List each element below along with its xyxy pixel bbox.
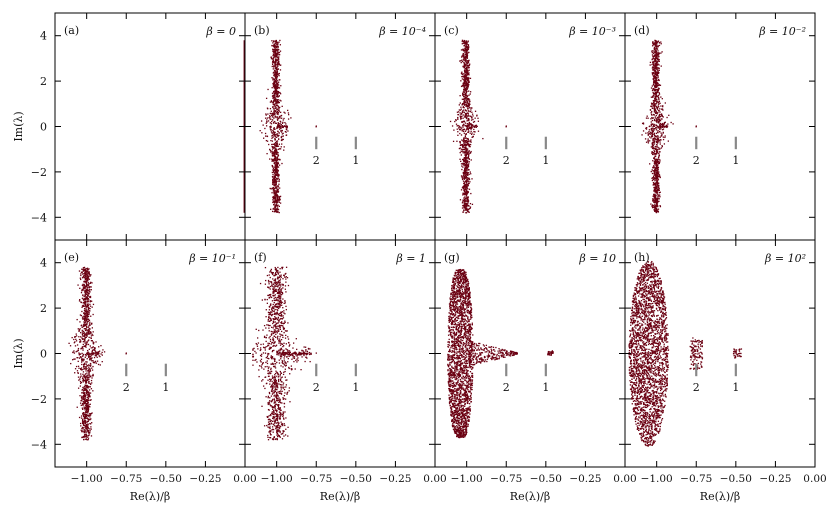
x-tick-label: −0.50 <box>720 473 752 485</box>
panel-label: (h) <box>634 251 650 264</box>
panel-f: 2 1 (f) β = 1 −1.00 −0.75 −0.50 −0.25 0.00 Re(λ)/… <box>244 239 447 503</box>
x-tick-label: −1.00 <box>261 473 293 485</box>
panel-label: (e) <box>64 251 79 264</box>
y-tick-label: 4 <box>40 30 47 43</box>
x-tick-label: −1.00 <box>451 473 483 485</box>
x-tick-label: −0.50 <box>150 473 182 485</box>
y-tick-label: −2 <box>31 166 47 179</box>
beta-label: β = 0 <box>205 25 236 38</box>
x-tick-label: −0.75 <box>110 473 142 485</box>
beta-label: β = 10⁻² <box>758 25 806 38</box>
x-tick-label: −0.25 <box>379 473 411 485</box>
marker-1-label: 1 <box>542 381 549 394</box>
beta-label: β = 1 <box>395 252 426 265</box>
y-tick-label: −2 <box>31 393 47 406</box>
marker-2-label: 2 <box>693 381 700 394</box>
eigenvalue-points <box>447 268 554 439</box>
eigenvalue-points <box>641 39 697 214</box>
x-tick-label: −0.75 <box>680 473 712 485</box>
y-axis-label: Im(λ) <box>12 111 25 141</box>
y-tick-label: 0 <box>40 121 47 134</box>
y-tick-label: 2 <box>40 75 47 88</box>
marker-1-label: 1 <box>542 154 549 167</box>
x-tick-label: −1.00 <box>71 473 103 485</box>
panel-label: (f) <box>254 251 267 264</box>
x-axis-label: Re(λ)/β <box>700 490 740 503</box>
x-tick-label: −0.25 <box>189 473 221 485</box>
x-tick-label: −0.25 <box>569 473 601 485</box>
beta-label: β = 10⁻¹ <box>188 252 236 265</box>
marker-2-label: 2 <box>503 381 510 394</box>
y-tick-label: −4 <box>31 211 47 224</box>
x-tick-label: −0.50 <box>340 473 372 485</box>
y-tick-label: 4 <box>40 257 47 270</box>
marker-2-label: 2 <box>503 154 510 167</box>
x-tick-label: 0.00 <box>613 473 636 485</box>
beta-label: β = 10² <box>764 252 806 265</box>
marker-2-label: 2 <box>313 381 320 394</box>
x-tick-label: −0.25 <box>759 473 791 485</box>
panel-label: (b) <box>254 24 270 37</box>
y-tick-label: 2 <box>40 302 47 315</box>
marker-2-label: 2 <box>123 381 130 394</box>
marker-1-label: 1 <box>352 154 359 167</box>
panel-h: 2 1 (h) β = 10² −1.00 −0.75 −0.50 −0.25 0.00 Re(λ… <box>624 239 827 503</box>
panel-e: 2 1 (e) β = 10⁻¹ 4 2 0 −2 −4 −1.00 −0.75 −0.50 −0.25… <box>12 239 257 503</box>
x-tick-label: −0.75 <box>300 473 332 485</box>
panel-b: 2 1 (b) β = 10⁻⁴ <box>244 12 436 241</box>
x-axis-label: Re(λ)/β <box>320 490 360 503</box>
beta-label: β = 10 <box>578 252 616 265</box>
y-tick-label: −4 <box>31 438 47 451</box>
y-tick-label: 0 <box>40 348 47 361</box>
marker-1-label: 1 <box>352 381 359 394</box>
x-axis-label: Re(λ)/β <box>130 490 170 503</box>
eigenvalue-points <box>252 266 317 441</box>
panel-c: 2 1 (c) β = 10⁻³ <box>434 12 626 241</box>
panel-label: (d) <box>634 24 650 37</box>
eigenvalue-points <box>628 260 743 447</box>
x-tick-label: 0.00 <box>423 473 446 485</box>
panel-label: (c) <box>444 24 459 37</box>
eigenvalue-points <box>449 39 507 214</box>
eigenvalue-points <box>68 266 127 441</box>
marker-2-label: 2 <box>313 154 320 167</box>
panel-g: 2 1 (g) β = 10 −1.00 −0.75 −0.50 −0.25 0.00 Re(λ)… <box>434 239 637 503</box>
beta-label: β = 10⁻⁴ <box>378 25 426 38</box>
panel-frame <box>54 12 246 241</box>
y-axis-label: Im(λ) <box>12 338 25 368</box>
marker-1-label: 1 <box>162 381 169 394</box>
x-tick-label: −0.50 <box>530 473 562 485</box>
panel-label: (g) <box>444 251 460 264</box>
marker-1-label: 1 <box>732 154 739 167</box>
x-axis-label: Re(λ)/β <box>510 490 550 503</box>
panel-a: (a) β = 0 4 2 0 −2 −4 Im(λ) <box>12 12 246 241</box>
x-tick-label: 0.00 <box>803 473 826 485</box>
eigenvalue-points <box>259 39 317 214</box>
x-tick-label: −0.75 <box>490 473 522 485</box>
beta-label: β = 10⁻³ <box>568 25 616 38</box>
marker-1-label: 1 <box>732 381 739 394</box>
marker-2-label: 2 <box>693 154 700 167</box>
panel-label: (a) <box>64 24 79 37</box>
x-tick-label: 0.00 <box>233 473 256 485</box>
panel-frame <box>244 239 436 468</box>
x-tick-label: −1.00 <box>641 473 673 485</box>
panel-d: 2 1 (d) β = 10⁻² <box>624 12 816 241</box>
